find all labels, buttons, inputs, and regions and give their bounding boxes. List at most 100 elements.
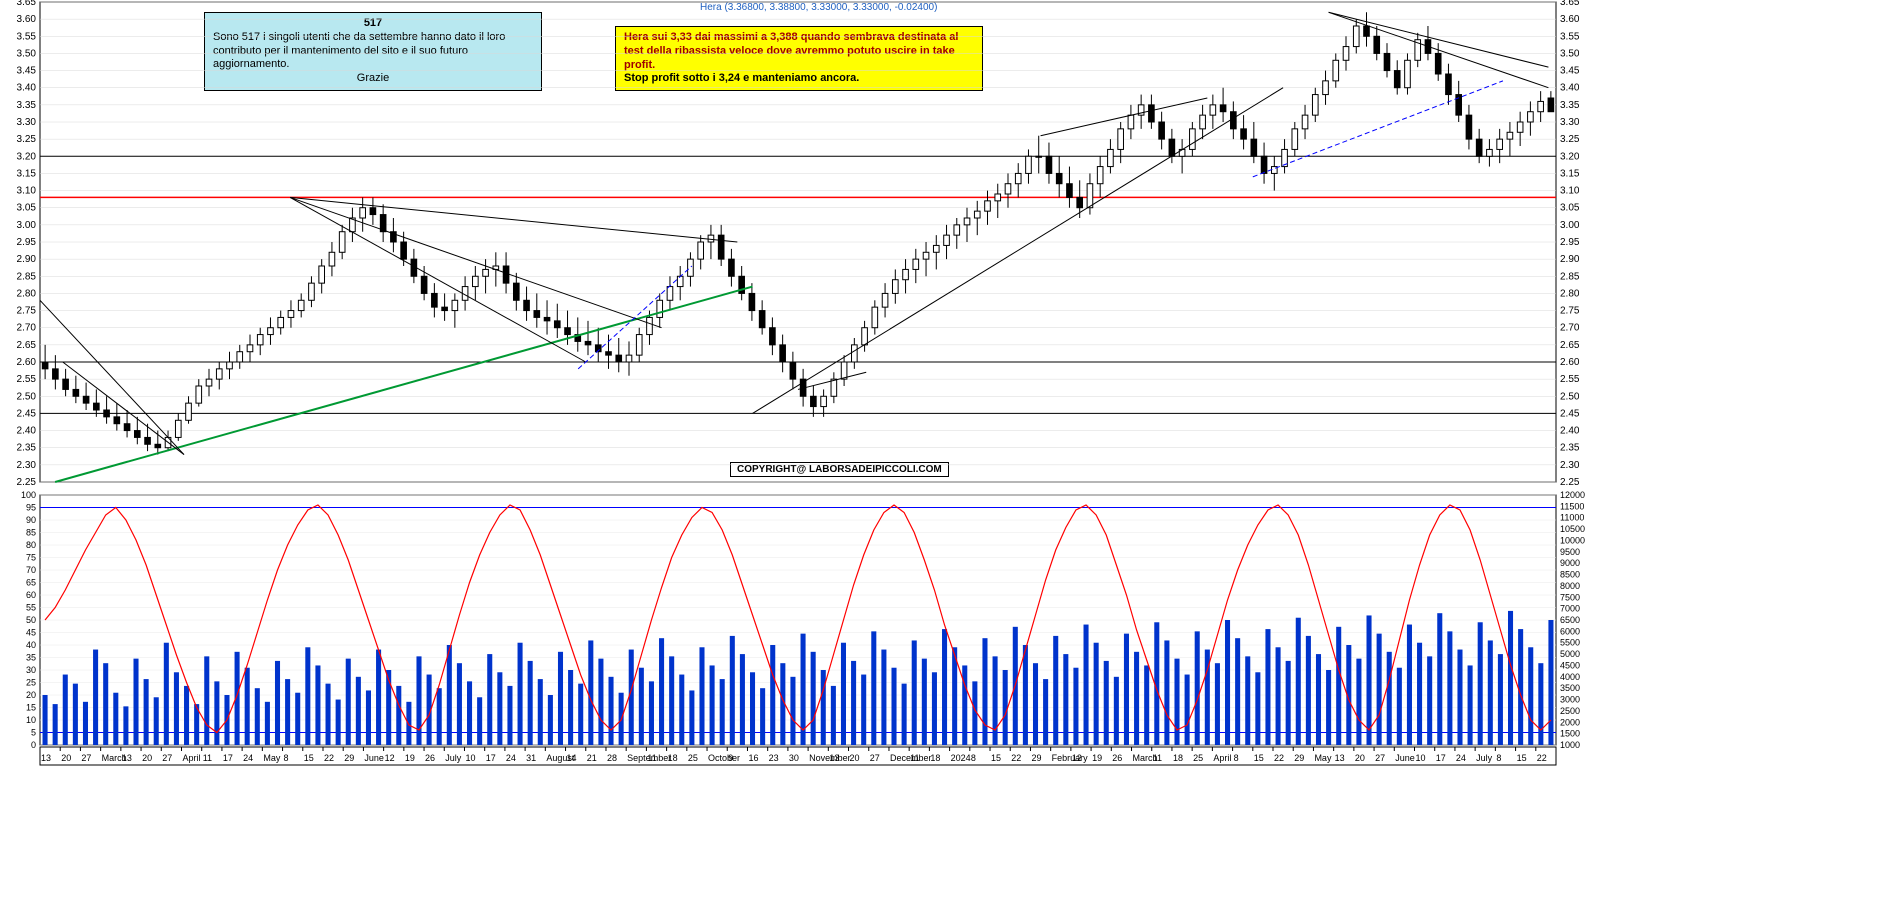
svg-text:11: 11 — [1153, 753, 1162, 763]
svg-text:2000: 2000 — [1560, 717, 1580, 727]
svg-text:6000: 6000 — [1560, 626, 1580, 636]
svg-text:15: 15 — [304, 753, 314, 763]
svg-text:8: 8 — [1496, 753, 1501, 763]
svg-text:18: 18 — [1173, 753, 1183, 763]
svg-text:7500: 7500 — [1560, 592, 1580, 602]
svg-text:90: 90 — [26, 515, 36, 525]
svg-text:2.95: 2.95 — [17, 237, 37, 248]
svg-text:2.50: 2.50 — [17, 391, 37, 402]
svg-text:3.50: 3.50 — [1560, 48, 1580, 59]
svg-text:80: 80 — [26, 540, 36, 550]
svg-text:2.70: 2.70 — [1560, 323, 1580, 334]
svg-text:18: 18 — [668, 753, 678, 763]
svg-text:10500: 10500 — [1560, 524, 1585, 534]
svg-text:15: 15 — [991, 753, 1001, 763]
svg-text:3.20: 3.20 — [1560, 151, 1580, 162]
svg-text:June: June — [364, 753, 384, 763]
svg-text:24: 24 — [243, 753, 253, 763]
svg-text:3.15: 3.15 — [17, 168, 37, 179]
svg-text:2.80: 2.80 — [1560, 288, 1580, 299]
svg-text:2.55: 2.55 — [1560, 374, 1580, 385]
svg-text:17: 17 — [1436, 753, 1446, 763]
svg-text:95: 95 — [26, 503, 36, 513]
svg-text:3.65: 3.65 — [1560, 0, 1580, 8]
svg-text:3.60: 3.60 — [17, 14, 37, 25]
svg-text:February: February — [1052, 753, 1089, 763]
svg-text:10: 10 — [465, 753, 475, 763]
svg-text:8000: 8000 — [1560, 581, 1580, 591]
svg-text:2.30: 2.30 — [17, 460, 37, 471]
svg-text:3.10: 3.10 — [1560, 186, 1580, 197]
svg-text:20: 20 — [26, 690, 36, 700]
svg-text:3.20: 3.20 — [17, 151, 37, 162]
svg-text:29: 29 — [1031, 753, 1041, 763]
svg-text:20: 20 — [142, 753, 152, 763]
svg-text:12000: 12000 — [1560, 490, 1585, 500]
svg-text:3.30: 3.30 — [17, 117, 37, 128]
svg-text:2.30: 2.30 — [1560, 460, 1580, 471]
svg-text:30: 30 — [26, 665, 36, 675]
svg-text:27: 27 — [870, 753, 880, 763]
svg-text:April: April — [1213, 753, 1231, 763]
svg-text:15: 15 — [26, 703, 36, 713]
svg-text:10000: 10000 — [1560, 535, 1585, 545]
svg-text:3.25: 3.25 — [17, 134, 37, 145]
svg-text:3.55: 3.55 — [17, 31, 37, 42]
svg-text:20: 20 — [1355, 753, 1365, 763]
svg-text:100: 100 — [21, 490, 36, 500]
svg-text:40: 40 — [26, 640, 36, 650]
svg-text:21: 21 — [587, 753, 597, 763]
svg-text:2.50: 2.50 — [1560, 391, 1580, 402]
svg-text:45: 45 — [26, 628, 36, 638]
svg-text:2.65: 2.65 — [17, 340, 37, 351]
svg-text:3.45: 3.45 — [17, 66, 37, 77]
svg-text:27: 27 — [81, 753, 91, 763]
svg-text:22: 22 — [1274, 753, 1284, 763]
svg-text:7000: 7000 — [1560, 604, 1580, 614]
svg-text:3.00: 3.00 — [17, 220, 37, 231]
svg-text:0: 0 — [31, 740, 36, 750]
svg-text:2.70: 2.70 — [17, 323, 37, 334]
svg-text:3.35: 3.35 — [1560, 100, 1580, 111]
svg-text:2.65: 2.65 — [1560, 340, 1580, 351]
svg-text:20: 20 — [61, 753, 71, 763]
svg-text:55: 55 — [26, 603, 36, 613]
svg-text:11: 11 — [203, 753, 212, 763]
svg-text:85: 85 — [26, 528, 36, 538]
svg-text:2.80: 2.80 — [17, 288, 37, 299]
svg-text:65: 65 — [26, 578, 36, 588]
svg-text:3.40: 3.40 — [1560, 83, 1580, 94]
svg-text:May: May — [1314, 753, 1332, 763]
svg-text:2.60: 2.60 — [1560, 357, 1580, 368]
svg-text:July: July — [445, 753, 462, 763]
svg-text:9500: 9500 — [1560, 547, 1580, 557]
svg-text:29: 29 — [344, 753, 354, 763]
svg-text:2.85: 2.85 — [1560, 271, 1580, 282]
svg-text:3500: 3500 — [1560, 683, 1580, 693]
svg-text:17: 17 — [223, 753, 233, 763]
svg-text:3000: 3000 — [1560, 695, 1580, 705]
svg-text:24: 24 — [506, 753, 516, 763]
svg-text:2.25: 2.25 — [1560, 477, 1580, 488]
svg-text:1500: 1500 — [1560, 729, 1580, 739]
svg-text:3.40: 3.40 — [17, 83, 37, 94]
svg-text:2.40: 2.40 — [1560, 426, 1580, 437]
svg-text:13: 13 — [122, 753, 132, 763]
svg-text:9000: 9000 — [1560, 558, 1580, 568]
svg-text:April: April — [182, 753, 200, 763]
svg-text:75: 75 — [26, 553, 36, 563]
svg-text:26: 26 — [1112, 753, 1122, 763]
svg-text:50: 50 — [26, 615, 36, 625]
svg-text:20: 20 — [850, 753, 860, 763]
svg-text:2024: 2024 — [951, 753, 971, 763]
svg-text:30: 30 — [789, 753, 799, 763]
svg-text:13: 13 — [829, 753, 839, 763]
svg-text:14: 14 — [567, 753, 577, 763]
svg-text:28: 28 — [607, 753, 617, 763]
svg-text:25: 25 — [26, 678, 36, 688]
svg-text:11: 11 — [910, 753, 919, 763]
svg-text:24: 24 — [1456, 753, 1466, 763]
chart-svg: 2.252.252.302.302.352.352.402.402.452.45… — [0, 0, 1890, 903]
svg-text:23: 23 — [769, 753, 779, 763]
svg-text:2.90: 2.90 — [17, 254, 37, 265]
